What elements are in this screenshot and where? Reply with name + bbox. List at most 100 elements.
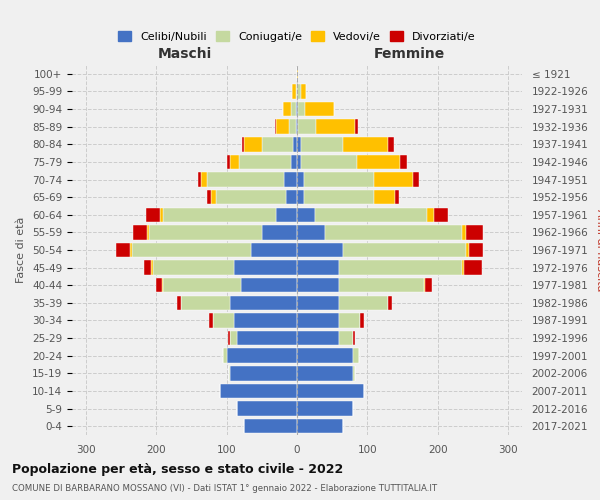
Bar [262, 225, 297, 240]
Bar [297, 190, 304, 204]
Bar [388, 296, 392, 310]
Bar [339, 260, 462, 275]
Bar [466, 225, 484, 240]
Bar [400, 154, 407, 169]
Bar [325, 225, 462, 240]
Bar [289, 120, 296, 134]
Bar [220, 384, 297, 398]
Bar [292, 154, 297, 169]
Bar [198, 172, 202, 186]
Bar [374, 172, 413, 186]
Bar [228, 331, 230, 345]
Bar [297, 84, 301, 98]
Bar [343, 137, 388, 152]
Bar [229, 366, 230, 380]
Bar [355, 120, 358, 134]
Bar [297, 120, 298, 134]
Bar [293, 137, 297, 152]
Bar [297, 331, 339, 345]
Bar [244, 419, 297, 434]
Bar [297, 260, 339, 275]
Bar [339, 296, 388, 310]
Bar [230, 331, 237, 345]
Bar [149, 225, 262, 240]
Bar [297, 278, 339, 292]
Bar [234, 260, 297, 275]
Bar [305, 102, 334, 117]
Bar [297, 314, 339, 328]
Bar [251, 243, 297, 257]
Bar [388, 137, 394, 152]
Text: Popolazione per età, sesso e stato civile - 2022: Popolazione per età, sesso e stato civil… [12, 462, 343, 475]
Text: Femmine: Femmine [374, 48, 445, 62]
Bar [464, 260, 482, 275]
Bar [304, 190, 374, 204]
Bar [202, 172, 207, 186]
Bar [223, 348, 227, 363]
Bar [227, 348, 297, 363]
Bar [297, 384, 364, 398]
Bar [296, 120, 297, 134]
Bar [292, 84, 296, 98]
Bar [297, 243, 343, 257]
Bar [469, 243, 484, 257]
Bar [339, 314, 360, 328]
Bar [297, 154, 301, 169]
Bar [462, 225, 466, 240]
Bar [283, 102, 292, 117]
Bar [292, 102, 296, 117]
Bar [296, 102, 297, 117]
Bar [297, 66, 298, 81]
Bar [239, 154, 292, 169]
Bar [163, 208, 276, 222]
Bar [339, 331, 353, 345]
Bar [424, 278, 425, 292]
Bar [237, 331, 297, 345]
Bar [181, 296, 230, 310]
Bar [284, 172, 297, 186]
Bar [301, 84, 306, 98]
Bar [353, 366, 355, 380]
Bar [262, 137, 293, 152]
Bar [314, 208, 427, 222]
Bar [413, 172, 419, 186]
Bar [130, 243, 132, 257]
Bar [230, 296, 297, 310]
Bar [466, 243, 469, 257]
Bar [116, 243, 130, 257]
Bar [216, 190, 286, 204]
Bar [286, 190, 297, 204]
Bar [427, 208, 434, 222]
Bar [237, 402, 297, 416]
Bar [153, 260, 234, 275]
Bar [298, 102, 305, 117]
Bar [157, 278, 162, 292]
Bar [374, 190, 395, 204]
Bar [298, 120, 316, 134]
Bar [209, 314, 212, 328]
Bar [296, 84, 297, 98]
Bar [145, 260, 151, 275]
Bar [297, 296, 339, 310]
Bar [297, 366, 353, 380]
Bar [297, 419, 343, 434]
Bar [395, 190, 399, 204]
Text: COMUNE DI BARBARANO MOSSANO (VI) - Dati ISTAT 1° gennaio 2022 - Elaborazione TUT: COMUNE DI BARBARANO MOSSANO (VI) - Dati … [12, 484, 437, 493]
Bar [316, 120, 355, 134]
Bar [343, 243, 466, 257]
Text: Maschi: Maschi [157, 48, 212, 62]
Y-axis label: Fasce di età: Fasce di età [16, 217, 26, 283]
Bar [425, 278, 432, 292]
Bar [230, 154, 239, 169]
Bar [212, 314, 234, 328]
Bar [353, 348, 359, 363]
Bar [297, 208, 314, 222]
Legend: Celibi/Nubili, Coniugati/e, Vedovi/e, Divorziati/e: Celibi/Nubili, Coniugati/e, Vedovi/e, Di… [115, 28, 479, 46]
Bar [207, 172, 284, 186]
Bar [133, 225, 147, 240]
Bar [276, 208, 297, 222]
Bar [275, 120, 276, 134]
Bar [132, 243, 251, 257]
Bar [178, 296, 181, 310]
Bar [301, 137, 343, 152]
